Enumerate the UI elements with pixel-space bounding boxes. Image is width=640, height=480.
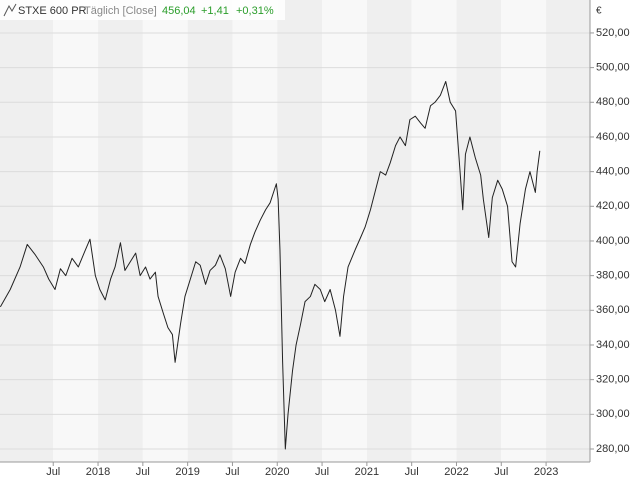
background-band — [456, 0, 502, 462]
x-tick-label: 2018 — [86, 466, 110, 478]
x-tick-label: 2019 — [175, 466, 199, 478]
background-band — [98, 0, 143, 462]
y-tick-label: 420,00 — [596, 200, 630, 212]
y-tick-label: 460,00 — [596, 131, 630, 143]
x-tick-label: 2023 — [534, 466, 558, 478]
chart-title: STXE 600 PR — [18, 5, 87, 17]
currency: € — [596, 6, 602, 17]
chart-subtitle: Täglich [Close] — [84, 5, 157, 17]
x-tick-label: 2022 — [444, 466, 468, 478]
x-tick-label: Jul — [405, 466, 419, 478]
background-band — [0, 0, 54, 462]
price-line — [0, 80, 541, 450]
y-tick-label: 520,00 — [596, 27, 630, 39]
x-tick-label: 2020 — [265, 466, 289, 478]
y-tick-label: 300,00 — [596, 408, 630, 420]
y-tick-label: 480,00 — [596, 96, 630, 108]
change-percent: +0,31% — [236, 5, 274, 17]
y-tick-label: 380,00 — [596, 270, 630, 282]
background-band — [411, 0, 457, 462]
background-band — [232, 0, 278, 462]
last-price: 456,04 — [162, 5, 196, 17]
background-band — [53, 0, 99, 462]
change: +1,41 — [201, 5, 229, 17]
x-tick-label: Jul — [136, 466, 150, 478]
y-tick-label: 440,00 — [596, 166, 630, 178]
background-band — [142, 0, 188, 462]
background-band — [322, 0, 367, 462]
background-band — [187, 0, 233, 462]
y-tick-label: 280,00 — [596, 443, 630, 455]
background-band — [546, 0, 590, 462]
plot — [0, 80, 541, 450]
line-icon — [3, 3, 17, 17]
y-tick-label: 400,00 — [596, 235, 630, 247]
background — [0, 0, 590, 462]
y-tick-label: 500,00 — [596, 62, 630, 74]
y-tick-label: 320,00 — [596, 374, 630, 386]
x-tick-label: 2021 — [355, 466, 379, 478]
grid — [0, 32, 590, 450]
x-tick-label: Jul — [46, 466, 60, 478]
x-tick-label: Jul — [494, 466, 508, 478]
background-band — [366, 0, 412, 462]
y-tick-label: 340,00 — [596, 339, 630, 351]
background-band — [277, 0, 323, 462]
header-bg — [0, 0, 285, 20]
x-tick-label: Jul — [315, 466, 329, 478]
x-tick-label: Jul — [225, 466, 239, 478]
y-tick-label: 360,00 — [596, 304, 630, 316]
background-band — [501, 0, 547, 462]
